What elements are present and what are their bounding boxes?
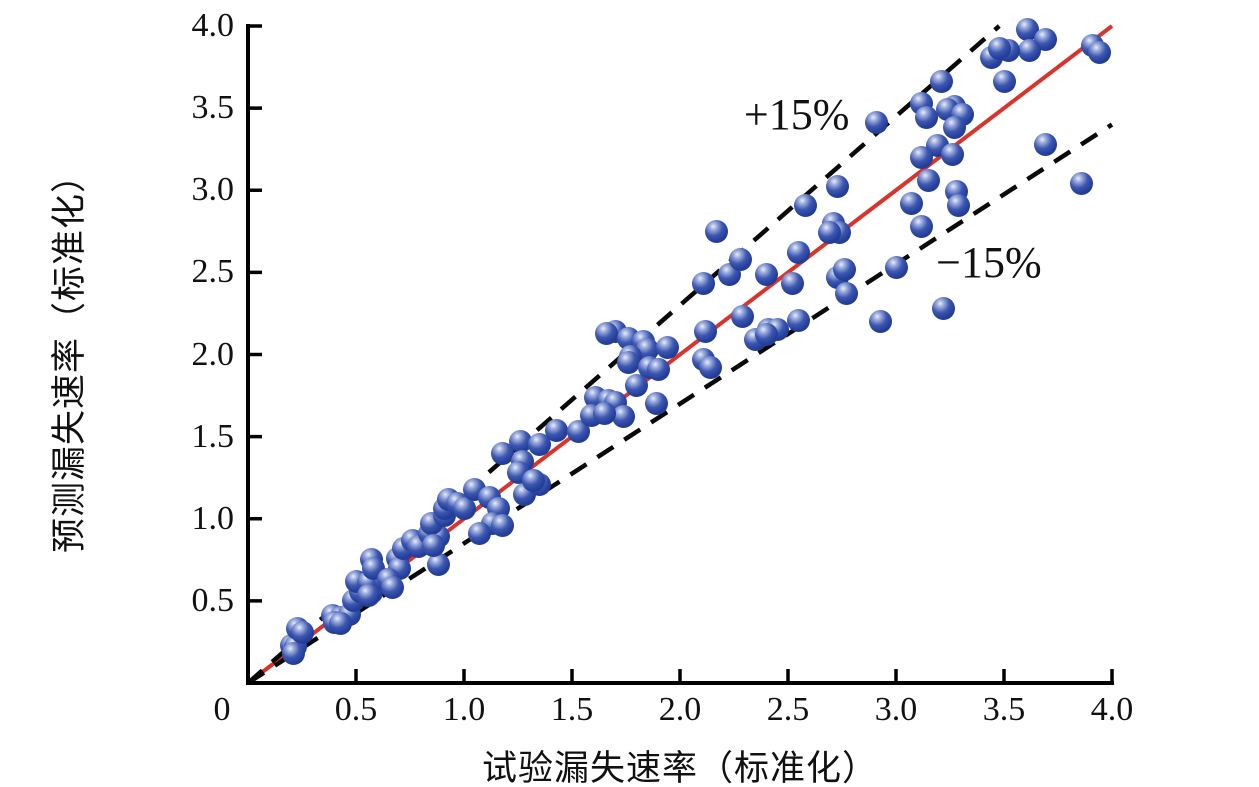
data-point xyxy=(914,106,938,130)
data-point xyxy=(655,336,679,360)
x-axis-title: 试验漏失速率（标准化） xyxy=(481,749,878,787)
data-point xyxy=(1087,40,1111,64)
data-point xyxy=(865,111,889,135)
data-point xyxy=(929,70,953,94)
data-point xyxy=(780,272,804,296)
x-tick-label: 3.5 xyxy=(982,691,1026,728)
y-tick-label: 3.5 xyxy=(191,89,235,127)
data-point xyxy=(754,323,778,347)
data-point xyxy=(644,392,668,416)
data-point xyxy=(942,116,966,140)
data-point xyxy=(290,620,314,644)
data-point xyxy=(357,584,381,608)
x-tick-label: 4.0 xyxy=(1090,691,1134,728)
data-point xyxy=(592,402,616,426)
data-point xyxy=(521,469,545,493)
y-tick-label: 3.0 xyxy=(191,171,235,209)
x-tick-label: 0 xyxy=(213,691,231,728)
y-tick-label: 1.5 xyxy=(191,417,235,455)
data-point xyxy=(1018,39,1042,63)
data-point xyxy=(826,175,850,199)
y-tick-label: 4.0 xyxy=(191,7,235,44)
data-point xyxy=(754,262,778,286)
data-point xyxy=(329,612,353,636)
data-point xyxy=(899,191,923,215)
data-point xyxy=(705,219,729,243)
data-point xyxy=(452,497,476,521)
data-point xyxy=(698,356,722,380)
data-point xyxy=(1070,172,1094,196)
data-point xyxy=(869,310,893,334)
data-point xyxy=(1016,17,1040,41)
bound-line-label: −15% xyxy=(936,237,1042,287)
data-point xyxy=(692,272,716,296)
data-point xyxy=(616,351,640,375)
y-tick-label: 2.0 xyxy=(191,335,235,373)
data-point xyxy=(988,37,1012,61)
data-point xyxy=(491,513,515,537)
data-point xyxy=(916,168,940,192)
data-point xyxy=(646,357,670,381)
data-point xyxy=(491,441,515,465)
data-point xyxy=(566,420,590,444)
data-point xyxy=(932,297,956,320)
data-point xyxy=(817,221,841,245)
data-point xyxy=(612,405,636,429)
data-point xyxy=(793,193,817,217)
data-point xyxy=(545,418,569,442)
data-point xyxy=(426,553,450,577)
data-point xyxy=(1033,132,1057,156)
y-tick-label: 0.5 xyxy=(191,581,235,619)
data-point xyxy=(467,522,491,546)
data-point xyxy=(731,305,755,329)
data-point xyxy=(992,70,1016,94)
y-tick-label: 1.0 xyxy=(191,499,235,537)
data-point xyxy=(595,321,619,345)
data-point xyxy=(281,641,305,665)
data-point xyxy=(787,308,811,332)
bound-line-label: +15% xyxy=(743,89,850,139)
data-point xyxy=(625,374,649,398)
y-tick-label: 2.5 xyxy=(191,253,235,291)
x-tick-label: 2.0 xyxy=(658,691,702,728)
data-point xyxy=(528,433,552,457)
data-point xyxy=(834,282,858,306)
data-point xyxy=(728,247,752,271)
data-point xyxy=(422,533,446,557)
data-point xyxy=(694,320,718,343)
data-point xyxy=(508,430,532,454)
x-tick-label: 1.5 xyxy=(550,691,594,728)
data-point xyxy=(910,214,934,238)
x-tick-label: 2.5 xyxy=(766,691,810,728)
x-tick-label: 1.0 xyxy=(442,691,486,728)
x-tick-label: 0.5 xyxy=(334,691,378,728)
data-point xyxy=(636,338,660,362)
data-point xyxy=(940,142,964,166)
data-point xyxy=(947,193,971,217)
x-tick-label: 3.0 xyxy=(874,691,918,728)
data-point xyxy=(832,257,856,281)
data-point xyxy=(381,576,405,600)
data-point xyxy=(884,255,908,279)
data-point xyxy=(787,241,811,265)
axes xyxy=(246,24,1114,685)
data-point xyxy=(910,145,934,169)
